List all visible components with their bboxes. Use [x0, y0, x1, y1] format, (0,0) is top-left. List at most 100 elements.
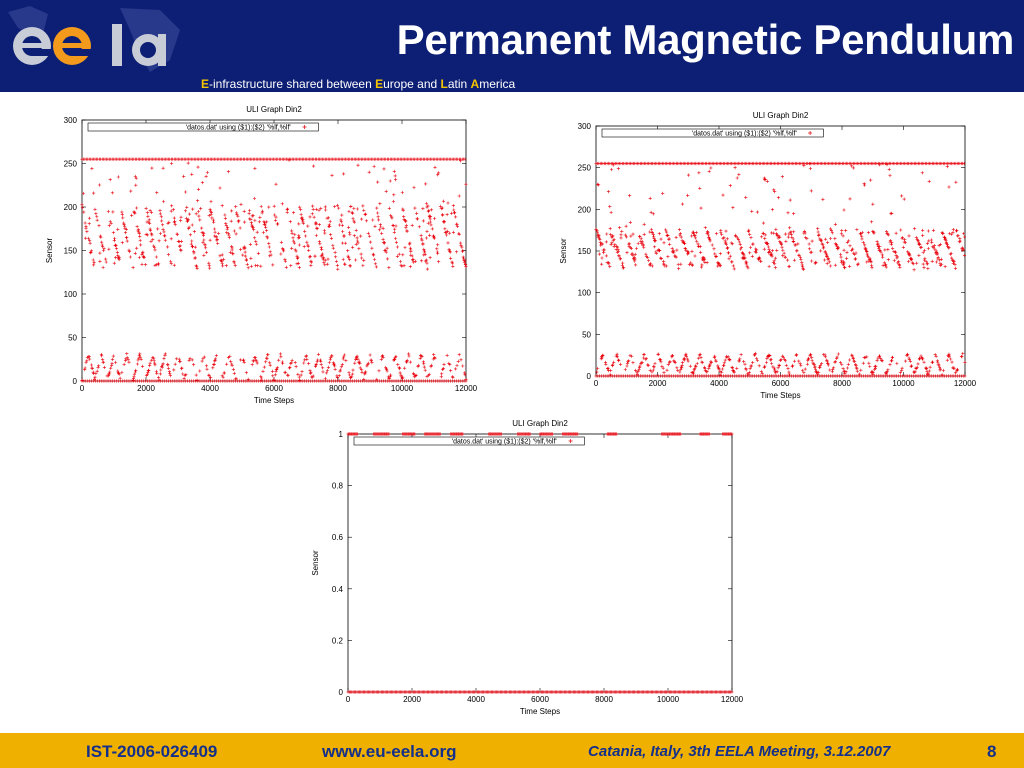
data-point — [308, 254, 313, 259]
data-point — [287, 366, 291, 370]
data-point — [714, 359, 718, 363]
data-point — [311, 374, 315, 378]
data-point — [457, 353, 461, 357]
data-point — [413, 259, 417, 263]
data-point — [257, 220, 261, 224]
data-point — [677, 267, 681, 271]
data-point — [892, 258, 896, 263]
data-point — [727, 251, 731, 255]
data-point — [716, 364, 720, 368]
data-point — [744, 368, 748, 372]
data-point — [110, 357, 115, 361]
data-point — [908, 359, 912, 363]
data-point — [146, 369, 150, 373]
data-point — [404, 219, 408, 223]
data-point — [651, 212, 655, 216]
data-point — [778, 358, 782, 362]
data-point — [686, 193, 690, 197]
data-point — [905, 353, 909, 357]
x-tick-label: 6000 — [265, 384, 283, 393]
data-point — [204, 250, 209, 254]
x-tick-label: 6000 — [772, 379, 790, 388]
data-point — [832, 366, 836, 370]
data-point — [913, 370, 917, 374]
data-point — [854, 363, 858, 367]
data-point — [301, 217, 305, 222]
data-point — [124, 227, 128, 231]
data-point — [327, 223, 331, 227]
data-point — [323, 258, 327, 262]
data-point — [898, 265, 902, 269]
data-point — [266, 353, 270, 357]
data-point — [889, 242, 893, 246]
data-point — [791, 363, 795, 368]
data-point — [360, 217, 364, 221]
data-point — [140, 364, 145, 368]
data-point — [702, 258, 707, 262]
data-point — [699, 250, 703, 254]
data-point — [286, 373, 290, 377]
data-point — [319, 359, 323, 363]
y-tick-label: 300 — [64, 116, 78, 125]
data-point — [297, 233, 301, 238]
data-point — [609, 233, 613, 237]
data-point — [880, 253, 884, 257]
data-point — [421, 219, 425, 223]
data-point — [373, 262, 377, 266]
data-point — [101, 244, 105, 248]
data-point — [787, 264, 791, 269]
data-point — [183, 209, 188, 213]
data-point — [786, 258, 790, 262]
data-point — [433, 236, 437, 240]
y-tick-label: 250 — [64, 160, 78, 169]
data-point — [915, 365, 919, 370]
data-point — [182, 377, 186, 381]
data-point — [410, 254, 414, 258]
data-point — [448, 363, 452, 367]
data-point — [426, 210, 430, 214]
data-point — [877, 246, 881, 250]
data-point — [413, 206, 417, 210]
data-point — [677, 228, 682, 232]
data-point — [249, 217, 253, 221]
data-point — [234, 377, 238, 381]
data-point — [780, 245, 784, 249]
data-point — [395, 254, 399, 258]
data-point — [277, 358, 281, 362]
data-point — [212, 363, 216, 367]
data-point — [854, 257, 858, 261]
data-point — [463, 157, 467, 161]
data-point — [171, 208, 175, 212]
data-point — [870, 266, 874, 270]
data-point — [179, 249, 183, 253]
data-point — [155, 191, 159, 195]
data-point — [787, 372, 791, 376]
data-point — [114, 360, 118, 365]
data-point — [940, 373, 944, 377]
data-point — [678, 232, 682, 236]
data-point — [339, 365, 343, 369]
data-point — [727, 257, 731, 261]
data-point — [274, 368, 278, 372]
data-point — [648, 230, 652, 234]
data-point — [392, 193, 396, 197]
data-point — [362, 208, 366, 212]
data-point — [340, 223, 344, 227]
data-point — [200, 226, 204, 230]
data-point — [283, 370, 287, 375]
data-point — [446, 241, 450, 245]
data-point — [398, 367, 402, 371]
website-link[interactable]: www.eu-eela.org — [322, 742, 457, 761]
data-point — [678, 233, 682, 237]
data-point — [326, 257, 330, 261]
data-point — [652, 245, 657, 249]
data-point — [926, 246, 930, 251]
data-point — [692, 230, 696, 234]
data-point — [422, 247, 426, 251]
data-point — [239, 247, 243, 251]
data-point — [89, 363, 93, 367]
data-point — [392, 169, 396, 173]
data-point — [264, 360, 268, 364]
data-point — [858, 232, 862, 236]
data-point — [916, 362, 920, 366]
